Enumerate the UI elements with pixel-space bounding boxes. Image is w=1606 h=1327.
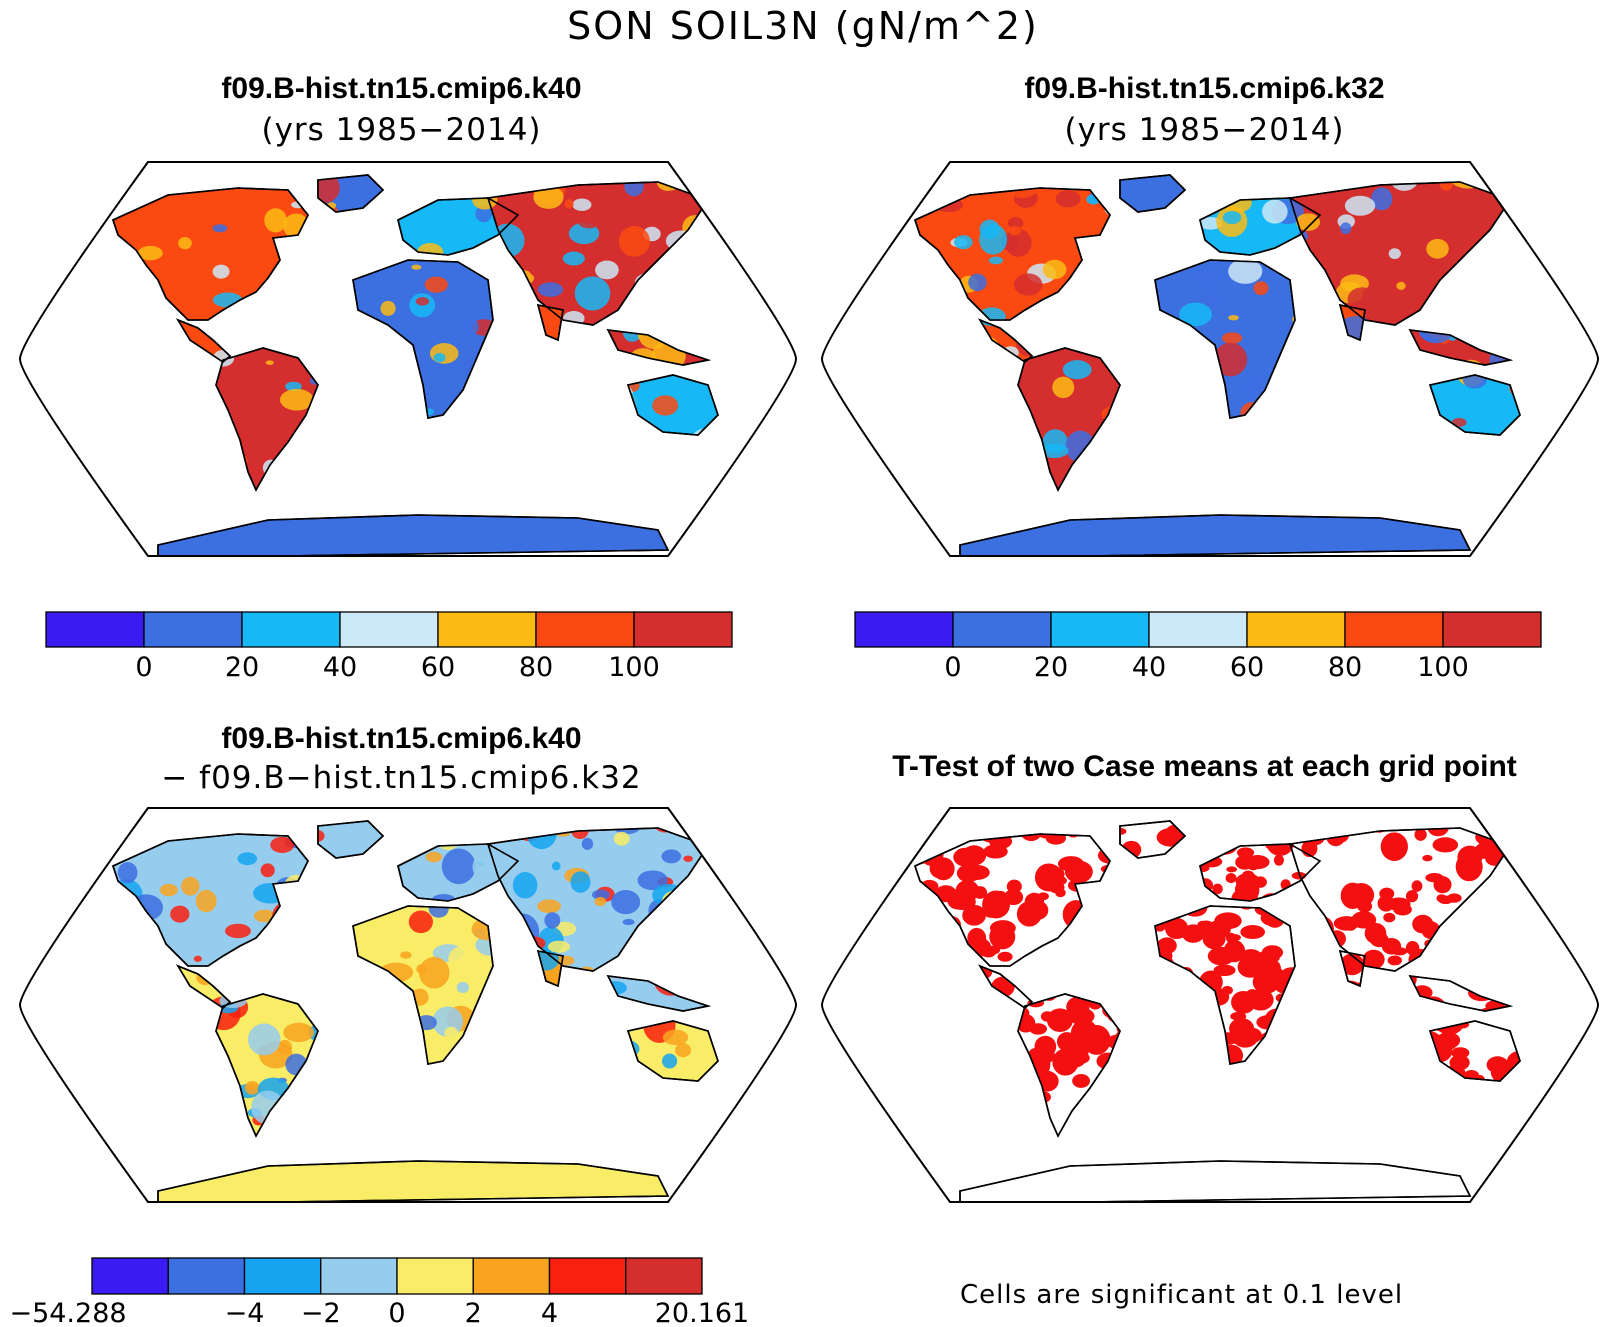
colorbar-swatch: [339, 611, 439, 648]
colorbar-tick-label: 0: [135, 652, 152, 683]
colorbar-swatch: [1050, 611, 1150, 648]
map-panel-difference: [18, 807, 798, 1203]
colorbar-tick-label: 0: [944, 652, 961, 683]
colorbar-swatch: [535, 611, 635, 648]
colorbar-tick-label: 40: [1132, 652, 1166, 683]
colorbar-swatch: [320, 1257, 398, 1295]
colorbar-tick-label: 80: [1328, 652, 1362, 683]
colorbar-swatch: [91, 1257, 169, 1295]
colorbar-swatch: [167, 1257, 246, 1295]
panel-2-title: f09.B-hist.tn15.cmip6.k32: [1024, 72, 1385, 105]
colorbar-swatch: [437, 611, 537, 648]
colorbar-tick-label: 100: [608, 652, 660, 683]
significance-note: Cells are significant at 0.1 level: [960, 1280, 1404, 1310]
colorbar-swatch: [45, 611, 145, 648]
colorbar-tick-label: 100: [1417, 652, 1469, 683]
colorbar-swatch: [241, 611, 341, 648]
panel-3-title: f09.B-hist.tn15.cmip6.k40: [221, 722, 582, 755]
colorbar-tick-label: 20.161: [655, 1298, 749, 1327]
colorbar-swatch: [1344, 611, 1444, 648]
panel-2-subtitle: (yrs 1985−2014): [1064, 112, 1345, 148]
colorbar-case-k32: 0 20 40 60 80 100: [854, 611, 1542, 683]
panel-1-title: f09.B-hist.tn15.cmip6.k40: [221, 72, 582, 105]
colorbar-tick-label: 20: [1034, 652, 1068, 683]
colorbar-swatch: [472, 1257, 551, 1295]
colorbar-tick-label: 60: [421, 652, 455, 683]
colorbar-tick-label: 2: [465, 1298, 482, 1327]
colorbar-tick-label: −54.288: [9, 1298, 126, 1327]
colorbar-tick-label: 4: [541, 1298, 558, 1327]
colorbar-swatch: [396, 1257, 474, 1295]
colorbar-swatch: [1246, 611, 1346, 648]
colorbar-swatch: [143, 611, 243, 648]
map-panel-case-k32: [820, 161, 1600, 557]
colorbar-tick-label: 40: [323, 652, 357, 683]
colorbar-swatch: [854, 611, 954, 648]
colorbar-tick-label: 60: [1230, 652, 1264, 683]
colorbar-tick-label: 20: [225, 652, 259, 683]
colorbar-tick-label: −2: [301, 1298, 341, 1327]
colorbar-swatch: [633, 611, 733, 648]
figure-title: SON SOIL3N (gN/m^2): [567, 4, 1039, 48]
map-panel-case-k40: [18, 161, 798, 557]
colorbar-case-k40: 0 20 40 60 80 100: [45, 611, 733, 683]
colorbar-tick-label: 80: [519, 652, 553, 683]
colorbar-swatch: [1442, 611, 1542, 648]
colorbar-difference: −54.288 −4 −2 0 2 4 20.161: [9, 1257, 749, 1327]
colorbar-swatch: [952, 611, 1052, 648]
map-panel-ttest: [820, 807, 1600, 1203]
panel-4-title: T-Test of two Case means at each grid po…: [892, 750, 1517, 783]
colorbar-swatch: [548, 1257, 627, 1295]
colorbar-swatch: [1148, 611, 1248, 648]
panel-1-subtitle: (yrs 1985−2014): [261, 112, 542, 148]
panel-3-subtitle: − f09.B−hist.tn15.cmip6.k32: [161, 760, 642, 796]
colorbar-tick-label: −4: [225, 1298, 265, 1327]
colorbar-swatch: [243, 1257, 322, 1295]
colorbar-swatch: [625, 1257, 703, 1295]
colorbar-tick-label: 0: [388, 1298, 405, 1327]
